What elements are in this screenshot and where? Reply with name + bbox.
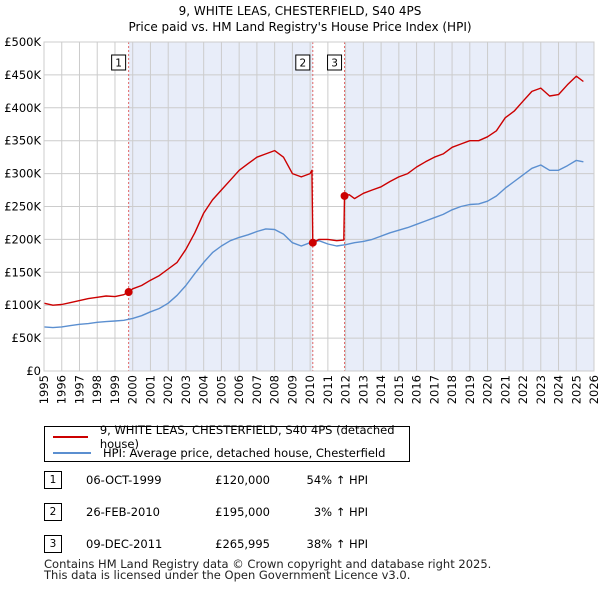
x-tick-label: 2012: [339, 375, 353, 404]
x-tick-label: 2001: [143, 375, 157, 404]
sale-number-badge: 3: [44, 535, 62, 553]
sale-label-box: [295, 54, 311, 71]
x-tick-label: 2018: [445, 375, 459, 404]
x-tick-label: 1995: [37, 375, 51, 404]
sale-row: 2 26-FEB-2010 £195,000 3% ↑ HPI: [40, 503, 460, 523]
chart-subtitle: Price paid vs. HM Land Registry's House …: [128, 20, 471, 34]
plot-frame: [43, 41, 595, 372]
y-tick-label: £200K: [4, 232, 41, 246]
sale-row: 1 06-OCT-1999 £120,000 54% ↑ HPI: [40, 471, 460, 491]
x-tick-label: 1999: [108, 375, 122, 404]
sale-point: [340, 191, 349, 200]
legend-swatch-property: [53, 436, 88, 438]
sale-label: 2: [299, 58, 306, 70]
sale-date: 26-FEB-2010: [86, 505, 160, 519]
price-chart: 9, WHITE LEAS, CHESTERFIELD, S40 4PS Pri…: [4, 4, 600, 404]
x-tick-label: 2014: [374, 375, 388, 404]
legend: 9, WHITE LEAS, CHESTERFIELD, S40 4PS (de…: [44, 423, 410, 462]
x-tick-label: 2010: [303, 375, 317, 404]
sale-point: [308, 238, 317, 247]
x-tick-label: 2022: [516, 375, 530, 404]
sale-label-box: [111, 54, 127, 71]
sale-number-badge: 2: [44, 503, 62, 521]
x-tick-label: 2021: [498, 375, 512, 404]
footer-line-2: This data is licensed under the Open Gov…: [44, 568, 411, 582]
sale-number-badge: 1: [44, 471, 62, 489]
y-axis-ticks: £0 £50K £100K £150K £200K £250K £300K £350K £400…: [4, 35, 41, 378]
legend-swatch-hpi: [53, 452, 91, 454]
x-tick-label: 2026: [587, 375, 600, 404]
y-tick-label: £350K: [4, 134, 41, 148]
legend-label-property: 9, WHITE LEAS, CHESTERFIELD, S40 4PS (de…: [99, 423, 395, 451]
x-tick-label: 2000: [126, 375, 140, 404]
sale-markers: 1 2 3: [111, 54, 349, 297]
sale-date: 09-DEC-2011: [86, 537, 163, 551]
x-tick-label: 2008: [268, 375, 282, 404]
sale-label: 3: [331, 58, 338, 70]
y-tick-label: £250K: [4, 200, 41, 214]
x-tick-label: 2020: [481, 375, 495, 404]
sale-price: £265,995: [215, 537, 270, 551]
footer-attribution: Contains HM Land Registry data © Crown c…: [44, 557, 492, 582]
x-tick-label: 2013: [356, 375, 370, 404]
sale-point: [124, 288, 133, 297]
sale-hpi-change: 54% ↑ HPI: [306, 473, 368, 487]
x-tick-label: 2003: [179, 375, 193, 404]
x-tick-label: 2002: [161, 375, 175, 404]
x-tick-label: 2019: [463, 375, 477, 404]
sale-price: £195,000: [215, 505, 270, 519]
legend-item-hpi: HPI: Average price, detached house, Ches…: [53, 445, 385, 461]
y-tick-label: £150K: [4, 265, 41, 279]
x-tick-label: 2023: [534, 375, 548, 404]
y-tick-label: £50K: [12, 331, 42, 345]
y-tick-label: £450K: [4, 68, 41, 82]
footer-line-1: Contains HM Land Registry data © Crown c…: [44, 557, 492, 571]
legend-item-property: 9, WHITE LEAS, CHESTERFIELD, S40 4PS (de…: [53, 423, 409, 451]
sale-label: 1: [115, 58, 122, 70]
x-tick-label: 2017: [427, 375, 441, 404]
sale-hpi-change: 3% ↑ HPI: [313, 505, 368, 519]
sale-price: £120,000: [215, 473, 270, 487]
x-tick-label: 2009: [285, 375, 299, 404]
sale-date: 06-OCT-1999: [86, 473, 162, 487]
x-tick-label: 2007: [250, 375, 264, 404]
x-tick-label: 2015: [392, 375, 406, 404]
x-tick-label: 2005: [214, 375, 228, 404]
x-tick-label: 2024: [552, 375, 566, 404]
x-tick-label: 1997: [72, 375, 86, 404]
sale-row: 3 09-DEC-2011 £265,995 38% ↑ HPI: [40, 535, 460, 555]
y-tick-label: £400K: [4, 101, 41, 115]
x-tick-label: 2016: [410, 375, 424, 404]
x-tick-label: 1998: [90, 375, 104, 404]
x-axis-ticks: 1995 1996 1997 1998 1999 2000 2001 2002 2003 2004…: [37, 375, 600, 404]
sale-label-box: [327, 54, 343, 71]
x-tick-label: 1996: [55, 375, 69, 404]
x-tick-label: 2025: [569, 375, 583, 404]
sale-hpi-change: 38% ↑ HPI: [306, 537, 368, 551]
x-tick-label: 2004: [197, 375, 211, 404]
x-tick-label: 2006: [232, 375, 246, 404]
x-tick-label: 2011: [321, 375, 335, 404]
chart-title: 9, WHITE LEAS, CHESTERFIELD, S40 4PS: [179, 4, 422, 18]
y-tick-label: £300K: [4, 167, 41, 181]
y-tick-label: £100K: [4, 298, 41, 312]
grid-lines: [43, 41, 595, 372]
y-tick-label: £500K: [4, 35, 41, 49]
legend-label-hpi: HPI: Average price, detached house, Ches…: [103, 446, 386, 460]
y-tick-label: £0: [26, 364, 41, 378]
